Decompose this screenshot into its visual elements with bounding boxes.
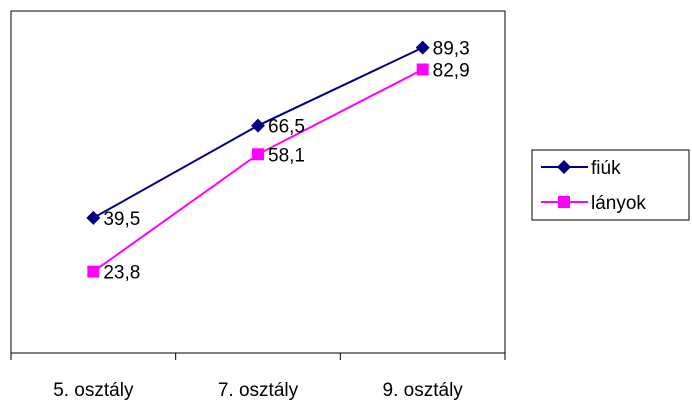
x-tick-label: 7. osztály [218, 380, 299, 401]
series-point-diamond [251, 118, 265, 133]
legend-box [531, 149, 690, 221]
data-label: 39,5 [103, 209, 140, 230]
series-point-diamond [86, 210, 101, 225]
data-label: 89,3 [433, 39, 470, 60]
data-label: 58,1 [268, 145, 305, 166]
legend-label: fiúk [591, 158, 621, 179]
data-label: 23,8 [103, 263, 140, 284]
series-point-square [558, 196, 570, 208]
plot-area [10, 10, 506, 354]
series-point-square [252, 148, 264, 161]
data-label: 82,9 [433, 60, 470, 81]
legend-label: lányok [591, 193, 646, 214]
series-point-square [87, 265, 100, 278]
x-tick-label: 9. osztály [383, 380, 464, 401]
series-point-diamond [557, 160, 571, 174]
data-label: 66,5 [268, 117, 305, 138]
series-point-diamond [415, 40, 430, 55]
x-tick-label: 5. osztály [53, 380, 134, 401]
series-point-square [416, 63, 429, 76]
